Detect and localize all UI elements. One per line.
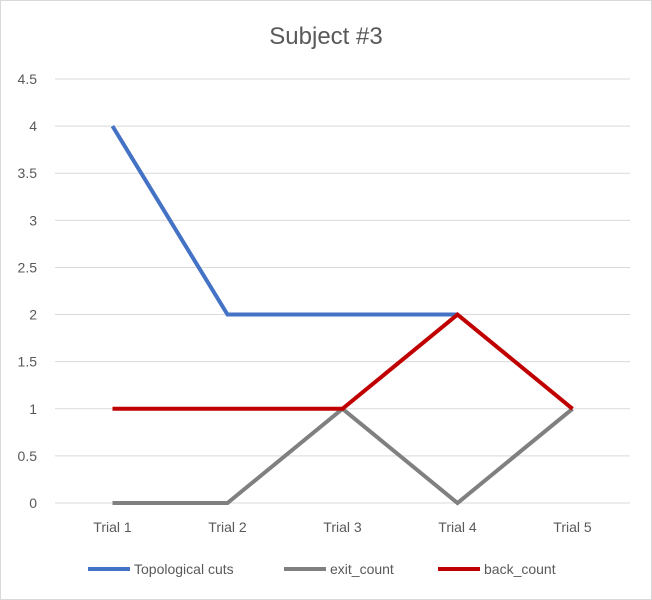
series-line-topological-cuts bbox=[110, 125, 458, 317]
chart-title: Subject #3 bbox=[269, 23, 382, 50]
x-tick-label: Trial 3 bbox=[323, 519, 362, 535]
legend-label: back_count bbox=[484, 561, 556, 577]
legend-label: exit_count bbox=[330, 561, 394, 577]
y-tick-label: 3.5 bbox=[18, 165, 38, 181]
y-tick-label: 2 bbox=[29, 307, 37, 323]
x-tick-label: Trial 5 bbox=[553, 519, 592, 535]
y-tick-label: 2.5 bbox=[18, 259, 38, 275]
x-tick-label: Trial 2 bbox=[208, 519, 247, 535]
y-tick-label: 3 bbox=[29, 212, 37, 228]
gridlines bbox=[55, 78, 630, 504]
legend-item: back_count bbox=[438, 561, 556, 577]
legend-item: Topological cuts bbox=[88, 561, 234, 577]
legend-item: exit_count bbox=[284, 561, 394, 577]
legend: Topological cuts exit_count back_count bbox=[88, 561, 556, 577]
y-tick-label: 4.5 bbox=[18, 71, 38, 87]
series-lines bbox=[110, 125, 574, 506]
x-axis-ticks: Trial 1 Trial 2 Trial 3 Trial 4 Trial 5 bbox=[93, 519, 592, 535]
x-tick-label: Trial 1 bbox=[93, 519, 132, 535]
series-line-back-count bbox=[112, 311, 574, 411]
y-tick-label: 1.5 bbox=[18, 354, 38, 370]
y-tick-label: 4 bbox=[29, 118, 37, 134]
y-tick-label: 0.5 bbox=[18, 448, 38, 464]
y-tick-label: 1 bbox=[29, 401, 37, 417]
legend-label: Topological cuts bbox=[134, 561, 234, 577]
y-tick-label: 0 bbox=[29, 495, 37, 511]
y-axis-ticks: 0 0.5 1 1.5 2 2.5 3 3.5 4 4.5 bbox=[18, 71, 38, 511]
x-tick-label: Trial 4 bbox=[438, 519, 477, 535]
